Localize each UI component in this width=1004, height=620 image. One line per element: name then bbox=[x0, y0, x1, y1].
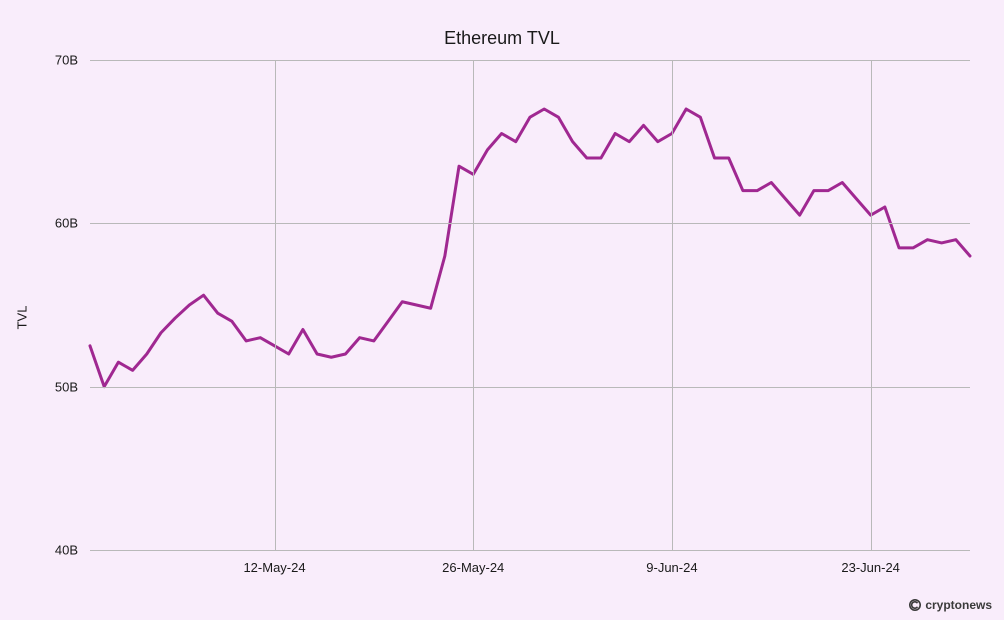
y-axis-label: TVL bbox=[15, 306, 30, 330]
grid-line-v bbox=[275, 60, 276, 550]
x-tick-label: 23-Jun-24 bbox=[841, 560, 900, 575]
grid-line-h bbox=[90, 550, 970, 551]
grid-line-v bbox=[473, 60, 474, 550]
grid-line-h bbox=[90, 60, 970, 61]
x-tick-label: 12-May-24 bbox=[243, 560, 305, 575]
y-tick-label: 50B bbox=[55, 379, 78, 394]
y-tick-label: 60B bbox=[55, 216, 78, 231]
y-tick-label: 40B bbox=[55, 543, 78, 558]
chart-line bbox=[90, 60, 970, 550]
attribution-text: cryptonews bbox=[925, 598, 992, 612]
attribution-logo-icon bbox=[909, 599, 921, 611]
grid-line-h bbox=[90, 223, 970, 224]
y-tick-label: 70B bbox=[55, 53, 78, 68]
attribution: cryptonews bbox=[909, 598, 992, 612]
plot-area: 40B50B60B70B12-May-2426-May-249-Jun-2423… bbox=[90, 60, 970, 550]
grid-line-h bbox=[90, 387, 970, 388]
chart-title: Ethereum TVL bbox=[444, 28, 560, 49]
x-tick-label: 26-May-24 bbox=[442, 560, 504, 575]
grid-line-v bbox=[871, 60, 872, 550]
chart-container: Ethereum TVL TVL 40B50B60B70B12-May-2426… bbox=[0, 0, 1004, 620]
x-tick-label: 9-Jun-24 bbox=[646, 560, 697, 575]
grid-line-v bbox=[672, 60, 673, 550]
